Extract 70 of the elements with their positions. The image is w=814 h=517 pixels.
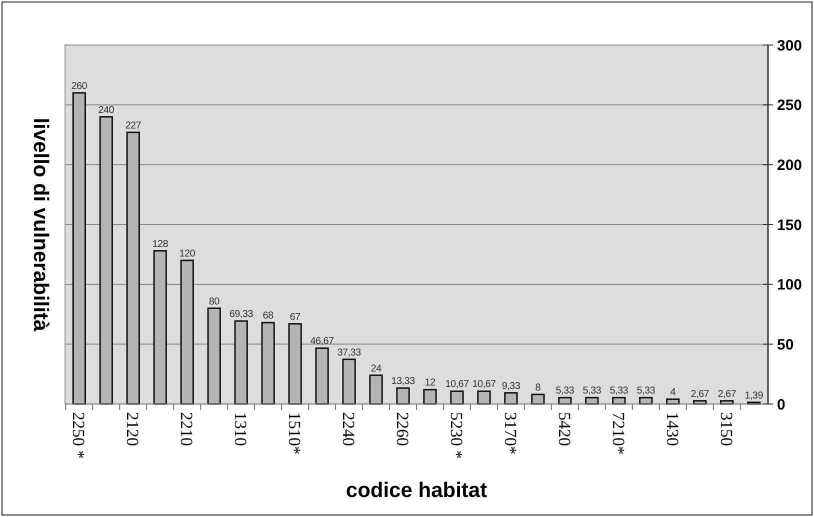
x-tick-label: 3150 (716, 412, 736, 446)
bar (450, 390, 464, 405)
y-tick-label: 300 (777, 37, 802, 54)
bar (72, 92, 86, 405)
data-label: 80 (208, 296, 220, 308)
data-label: 5,33 (636, 386, 656, 397)
data-label: 120 (179, 248, 196, 260)
bar (126, 132, 140, 405)
x-tick-label: 2120 (123, 412, 142, 446)
data-label: 5,33 (610, 386, 629, 397)
bar (342, 358, 356, 405)
bar (558, 396, 572, 405)
data-label: 24 (370, 363, 382, 374)
y-tick-label: 100 (777, 276, 802, 294)
bar (180, 260, 194, 405)
data-label: 68 (262, 310, 274, 322)
data-label: 69,33 (229, 309, 254, 320)
data-label: 260 (71, 80, 88, 92)
data-label: 10,67 (472, 379, 496, 390)
bar (369, 374, 383, 405)
data-label: 10,67 (445, 379, 470, 390)
bar (612, 396, 626, 405)
y-tick-label: 50 (777, 336, 794, 354)
data-label: 37,33 (337, 347, 362, 358)
data-label: 4 (670, 387, 676, 398)
bar (477, 390, 491, 405)
bar (396, 387, 410, 405)
data-label: 1,39 (744, 390, 764, 402)
x-tick-label: 2260 (393, 412, 412, 446)
bar (504, 392, 518, 405)
data-label: 46,67 (310, 336, 335, 348)
x-tick-label: 5420 (554, 412, 574, 446)
x-tick-label: 2240 (339, 412, 358, 446)
y-axis-title: livello di vulnerabilità (29, 118, 52, 332)
bar (99, 116, 113, 405)
x-tick-label: 1510* (285, 412, 304, 454)
data-label: 67 (290, 312, 302, 323)
data-label: 12 (424, 378, 436, 389)
x-axis-title: codice habitat (346, 479, 488, 502)
data-label: 13,33 (391, 376, 416, 388)
bar (261, 322, 275, 405)
bar (234, 320, 248, 405)
data-label: 5,33 (582, 386, 602, 397)
y-tick-label: 0 (777, 396, 786, 414)
bar (315, 347, 329, 405)
x-tick-label: 2250 * (69, 412, 88, 459)
data-label: 8 (535, 382, 542, 394)
x-tick-label: 2210 (177, 412, 196, 446)
data-label: 227 (125, 120, 142, 132)
bar (153, 250, 167, 405)
x-tick-label: 5230 * (447, 412, 466, 459)
bar (288, 323, 302, 405)
data-label: 128 (152, 238, 169, 250)
bar (531, 394, 545, 405)
data-label: 240 (98, 104, 115, 116)
data-label: 2,67 (718, 388, 737, 400)
x-tick-label: 7210* (608, 412, 628, 454)
bar (639, 396, 653, 405)
x-tick-label: 1430 (662, 412, 682, 446)
x-tick-label: 1310 (231, 412, 250, 446)
y-tick-label: 200 (777, 156, 802, 174)
data-label: 5,33 (556, 386, 575, 397)
bar (423, 388, 437, 405)
y-tick-label: 250 (777, 97, 802, 114)
x-tick-label: 3170* (501, 412, 520, 454)
bar (207, 308, 221, 405)
y-tick-label: 150 (777, 216, 802, 234)
bar (585, 396, 599, 405)
data-label: 2,67 (690, 388, 710, 400)
data-label: 9,33 (502, 380, 521, 392)
